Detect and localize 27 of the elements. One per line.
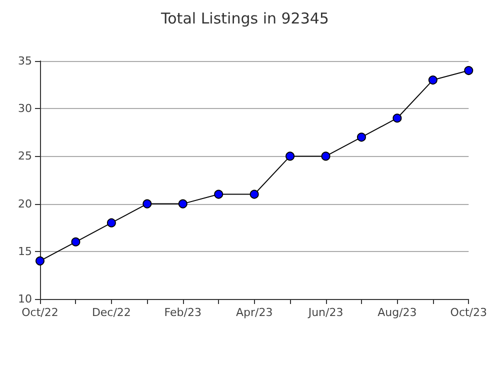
point [464, 66, 474, 76]
y-tick-label: 10 [18, 292, 32, 306]
y-tick-label: 25 [18, 150, 32, 163]
x-tick-label: Apr/23 [236, 306, 273, 319]
y-tick-label: 30 [18, 102, 32, 116]
y-tick-label: 20 [18, 197, 32, 210]
point [178, 199, 188, 208]
x-tick-label: Oct/22 [22, 306, 58, 319]
point [214, 190, 224, 199]
y-tick-label: 15 [18, 244, 32, 258]
point [106, 218, 116, 228]
y-tick-label: 35 [18, 54, 32, 68]
point [71, 237, 80, 246]
point [250, 190, 259, 199]
point [142, 199, 152, 208]
x-tick-label: Aug/23 [378, 306, 417, 319]
point [392, 114, 402, 123]
point [286, 152, 295, 161]
chart-title: Total Listings in 92345 [160, 10, 329, 28]
x-tick-label: Oct/23 [450, 306, 488, 319]
point [36, 256, 44, 266]
point [321, 152, 330, 161]
x-tick-label: Jun/23 [307, 306, 344, 319]
x-tick-label: Dec/22 [92, 306, 131, 319]
x-tick-label: Feb/23 [164, 306, 202, 319]
point [428, 76, 438, 85]
point [356, 132, 366, 142]
